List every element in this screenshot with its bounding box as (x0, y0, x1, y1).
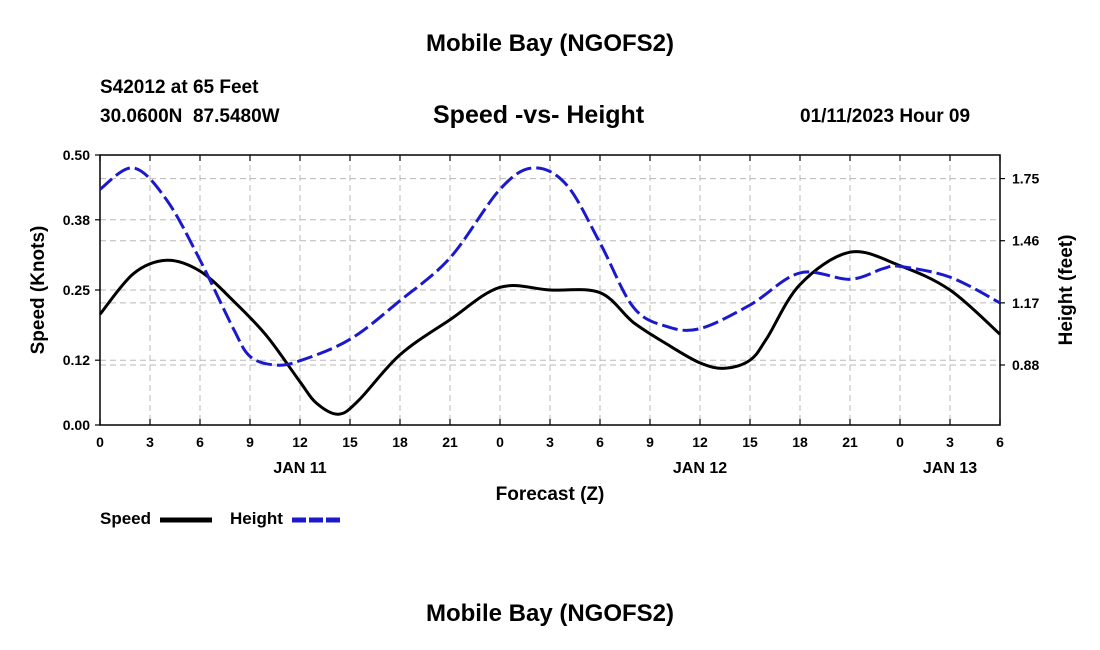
y-right-tick-label: 0.88 (1012, 357, 1039, 373)
series-layer (98, 166, 1001, 416)
y-right-tick-label: 1.17 (1012, 295, 1039, 311)
y-axis-right-label: Height (feet) (1056, 235, 1077, 346)
x-tick-label: 9 (246, 434, 254, 450)
x-tick-label: 6 (996, 434, 1004, 450)
series-line-speed (98, 250, 1001, 416)
station-label: S42012 at 65 Feet (100, 77, 259, 98)
x-tick-label: 12 (692, 434, 708, 450)
y-left-tick-label: 0.12 (63, 352, 90, 368)
x-tick-label: 6 (196, 434, 204, 450)
y-left-tick-label: 0.25 (63, 282, 90, 298)
x-tick-label: 15 (742, 434, 758, 450)
y-axis-left-label: Speed (Knots) (28, 226, 49, 355)
x-axis-label: Forecast (Z) (496, 484, 605, 505)
x-tick-label: 21 (842, 434, 858, 450)
tick-labels: 0 3 6 9 12 15 18 21 0 3 6 9 12 15 18 21 0 3 6 0.00 0.12 0.25 0… (63, 147, 1040, 477)
x-tick-label: 18 (392, 434, 408, 450)
x-tick-label: 15 (342, 434, 358, 450)
x-tick-label: 0 (96, 434, 104, 450)
legend-height-swatch (292, 517, 342, 523)
legend-speed-label: Speed (100, 509, 152, 528)
date-label: JAN 11 (273, 460, 326, 477)
x-tick-label: 3 (146, 434, 154, 450)
y-right-tick-label: 1.46 (1012, 233, 1039, 249)
date-label: JAN 13 (923, 460, 977, 477)
coordinates-label: 30.0600N 87.5480W (100, 106, 280, 127)
x-tick-label: 0 (496, 434, 504, 450)
axis-ticks (95, 154, 1005, 426)
forecast-datetime: 01/11/2023 Hour 09 (800, 106, 971, 127)
page-title: Mobile Bay (NGOFS2) (425, 30, 675, 57)
x-tick-label: 3 (546, 434, 554, 450)
date-label: JAN 12 (673, 460, 727, 477)
bottom-title: Mobile Bay (NGOFS2) (425, 600, 675, 627)
x-tick-label: 12 (292, 434, 308, 450)
x-tick-label: 6 (596, 434, 604, 450)
x-tick-label: 21 (442, 434, 458, 450)
y-left-tick-label: 0.00 (63, 417, 90, 433)
y-right-tick-label: 1.75 (1012, 171, 1039, 187)
y-left-tick-label: 0.38 (63, 212, 90, 228)
series-line-height (99, 166, 1001, 367)
chart-title: Speed -vs- Height (433, 101, 645, 129)
legend-speed-swatch (160, 517, 212, 523)
legend-height-label: Height (230, 509, 283, 528)
x-tick-label: 9 (646, 434, 654, 450)
x-tick-label: 3 (946, 434, 954, 450)
x-tick-label: 18 (792, 434, 808, 450)
x-tick-label: 0 (896, 434, 904, 450)
grid-lines (100, 155, 1000, 425)
y-left-tick-label: 0.50 (63, 147, 90, 163)
